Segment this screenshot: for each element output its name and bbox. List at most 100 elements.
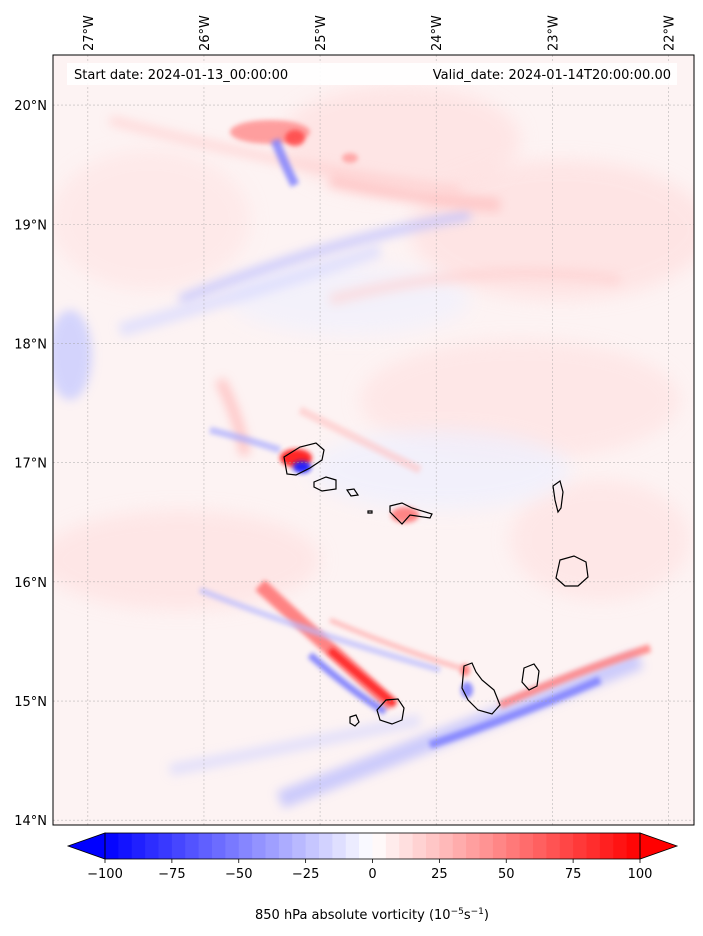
negative-band <box>178 210 471 305</box>
colorbar-label-end: ) <box>484 908 489 923</box>
colorbar-segment <box>559 833 574 859</box>
colorbar-segment <box>319 833 333 859</box>
longitude-tick-label: 23°W <box>546 15 561 51</box>
gridlines <box>53 55 694 825</box>
positive-vorticity-core <box>391 507 419 523</box>
colorbar-segment <box>105 833 119 859</box>
positive-vorticity-core <box>342 153 358 163</box>
colorbar-segment <box>452 833 467 859</box>
colorbar-segment <box>332 833 347 859</box>
island-outline-brava <box>349 714 360 727</box>
negative-band <box>118 243 383 337</box>
weak-positive-patch <box>510 480 690 600</box>
weak-positive-patch <box>53 150 250 290</box>
colorbar-segment <box>278 833 293 859</box>
colorbar-segment <box>212 833 226 859</box>
latitude-tick-label: 16°N <box>14 576 47 591</box>
colorbar-segment <box>546 833 561 859</box>
longitude-tick-label: 24°W <box>430 15 445 51</box>
colorbar-segment <box>385 833 400 859</box>
island-outline-sal <box>552 480 564 514</box>
negative-band <box>209 426 282 454</box>
positive-vorticity-core <box>285 130 305 146</box>
latitude-tick-label: 18°N <box>14 337 47 352</box>
colorbar-segment <box>399 833 414 859</box>
negative-vorticity-streak <box>270 138 300 188</box>
colorbar-segment <box>599 833 614 859</box>
weak-negative-patch <box>53 310 92 400</box>
longitude-tick-labels: 27°W 26°W 25°W 24°W 23°W 22°W <box>82 15 678 51</box>
weak-positive-patch <box>410 160 694 300</box>
positive-band <box>108 115 461 195</box>
colorbar-tick-label: −75 <box>158 867 185 882</box>
colorbar-tick-label: −25 <box>292 867 319 882</box>
colorbar-label-exponent-1: −5 <box>451 907 464 917</box>
colorbar-segment <box>185 833 200 859</box>
colorbar-segment <box>198 833 213 859</box>
vorticity-field <box>53 85 694 809</box>
positive-vorticity-core <box>460 664 470 676</box>
colorbar-label: 850 hPa absolute vorticity (10−5s−1) <box>255 907 489 923</box>
colorbar-segment <box>118 833 133 859</box>
positive-band <box>328 173 501 212</box>
colorbar-segment <box>479 833 494 859</box>
colorbar-label-main: 850 hPa absolute vorticity (10 <box>255 908 451 923</box>
longitude-tick-label: 26°W <box>198 15 213 51</box>
latitude-tick-label: 17°N <box>14 457 47 472</box>
colorbar-segment <box>158 833 173 859</box>
colorbar-segment <box>466 833 480 859</box>
colorbar-segment <box>359 833 373 859</box>
colorbar-tick-label: 100 <box>628 867 653 882</box>
colorbar-ticks: −100 −75 −50 −25 0 25 50 75 100 <box>87 859 652 882</box>
longitude-tick-label: 22°W <box>662 15 677 51</box>
colorbar-segment <box>238 833 253 859</box>
colorbar-segment <box>265 833 280 859</box>
weak-negative-patch <box>310 430 570 510</box>
colorbar: −100 −75 −50 −25 0 25 50 75 100 850 hPa absolute… <box>66 832 679 923</box>
island-outline-santo-antao <box>283 442 325 476</box>
latitude-tick-label: 15°N <box>14 695 47 710</box>
colorbar-label-unit: s <box>464 908 471 923</box>
island-outline-islet <box>367 510 373 514</box>
negative-vorticity-band <box>428 676 602 749</box>
colorbar-segment <box>252 833 266 859</box>
valid-date-label: Valid_date: 2024-01-14T20:00:00.00 <box>433 68 671 83</box>
colorbar-segment <box>519 833 534 859</box>
island-outline-santa-luzia <box>345 488 360 497</box>
latitude-tick-labels: 20°N 19°N 18°N 17°N 16°N 15°N 14°N <box>14 99 47 829</box>
colorbar-segment <box>131 833 146 859</box>
colorbar-segment <box>613 833 628 859</box>
map-panel: Start date: 2024-01-13_00:00:00 Valid_da… <box>52 54 695 826</box>
colorbar-segment <box>492 833 507 859</box>
colorbar-extend-min-arrow <box>66 832 106 860</box>
colorbar-segment <box>506 833 521 859</box>
colorbar-segment <box>171 833 186 859</box>
negative-vorticity-streak <box>307 652 387 715</box>
colorbar-segment <box>626 833 641 859</box>
island-outline-sao-nicolau <box>389 502 433 525</box>
colorbar-segment <box>372 833 387 859</box>
positive-vorticity-band <box>498 644 652 709</box>
colorbar-segments <box>105 833 641 859</box>
weak-positive-patch <box>53 510 320 610</box>
colorbar-segment <box>573 833 587 859</box>
map-frame <box>52 54 695 826</box>
longitude-tick-label: 27°W <box>82 15 97 51</box>
positive-vorticity-streak <box>329 617 461 671</box>
colorbar-segment <box>145 833 159 859</box>
island-outline-santiago <box>461 662 501 715</box>
island-outline-boa-vista <box>555 555 589 587</box>
colorbar-tick-label: −50 <box>225 867 252 882</box>
colorbar-tick-label: 0 <box>368 867 376 882</box>
colorbar-segment <box>533 833 547 859</box>
latitude-tick-label: 14°N <box>14 814 47 829</box>
positive-band <box>328 267 621 306</box>
latitude-tick-label: 19°N <box>14 218 47 233</box>
positive-band <box>215 377 250 456</box>
island-outline-sao-vicente <box>313 476 337 492</box>
negative-vorticity-band <box>168 714 422 776</box>
island-outline-fogo <box>376 698 405 725</box>
colorbar-tick-label: 25 <box>431 867 448 882</box>
start-date-label: Start date: 2024-01-13_00:00:00 <box>74 68 288 83</box>
colorbar-extend-max-arrow <box>639 832 679 860</box>
